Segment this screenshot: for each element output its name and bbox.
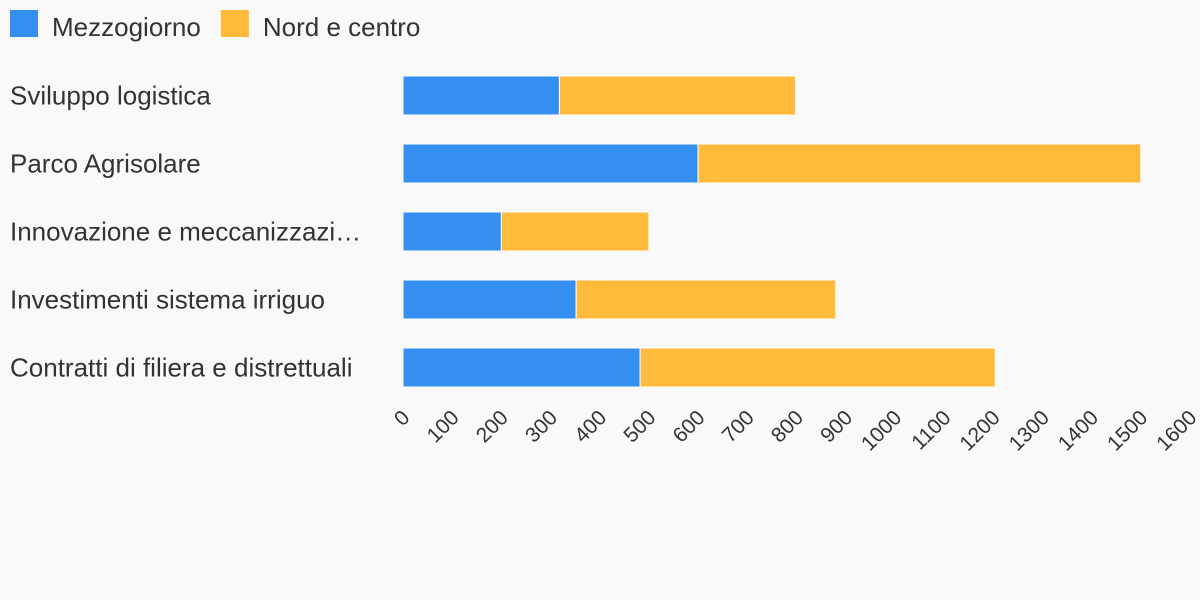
- x-tick-label-15: 1500: [1103, 406, 1152, 455]
- legend-swatch-0: [10, 10, 38, 37]
- category-label-3: Investimenti sistema irriguo: [10, 285, 325, 315]
- bars: [402, 75, 1142, 388]
- x-tick-label-6: 600: [669, 406, 710, 447]
- x-tick-label-10: 1000: [857, 406, 906, 455]
- x-tick-label-13: 1300: [1005, 406, 1054, 455]
- bar-3-0: [402, 279, 577, 320]
- x-tick-label-8: 800: [767, 406, 808, 447]
- legend-label-1: Nord e centro: [263, 12, 421, 42]
- x-tick-label-7: 700: [718, 406, 759, 447]
- x-tick-label-9: 900: [816, 406, 857, 447]
- category-label-2: Innovazione e meccanizzazi…: [10, 217, 361, 247]
- category-labels: Sviluppo logistica Parco Agrisolare Innova…: [10, 81, 361, 383]
- bar-2-0: [402, 211, 502, 252]
- bar-0-0: [402, 75, 560, 116]
- x-tick-label-5: 500: [619, 406, 660, 447]
- x-tick-label-11: 1100: [907, 406, 955, 454]
- category-label-4: Contratti di filiera e distrettuali: [10, 353, 352, 383]
- bar-1-1: [697, 143, 1142, 184]
- x-tick-label-4: 400: [570, 406, 611, 447]
- bar-0-1: [558, 75, 797, 116]
- category-label-1: Parco Agrisolare: [10, 149, 201, 179]
- bar-1-0: [402, 143, 699, 184]
- x-tick-label-14: 1400: [1054, 406, 1103, 455]
- legend-swatch-1: [220, 10, 249, 37]
- x-tick-label-16: 1600: [1152, 406, 1200, 455]
- legend-label-0: Mezzogiorno: [52, 12, 201, 42]
- x-tick-label-1: 100: [423, 406, 464, 447]
- bar-4-0: [402, 347, 641, 388]
- bar-2-1: [500, 211, 650, 252]
- x-tick-label-12: 1200: [955, 406, 1004, 455]
- category-label-0: Sviluppo logistica: [10, 81, 211, 111]
- bar-3-1: [575, 279, 837, 320]
- x-tick-label-3: 300: [521, 406, 562, 447]
- x-axis-tick-labels: 0 100 200 300 400 500 600 700 800 900 1000 1100 1200…: [390, 406, 1200, 455]
- x-tick-label-2: 200: [472, 406, 513, 447]
- x-tick-label-0: 0: [390, 406, 415, 431]
- bar-4-1: [639, 347, 996, 388]
- legend: Mezzogiorno Nord e centro: [10, 10, 420, 42]
